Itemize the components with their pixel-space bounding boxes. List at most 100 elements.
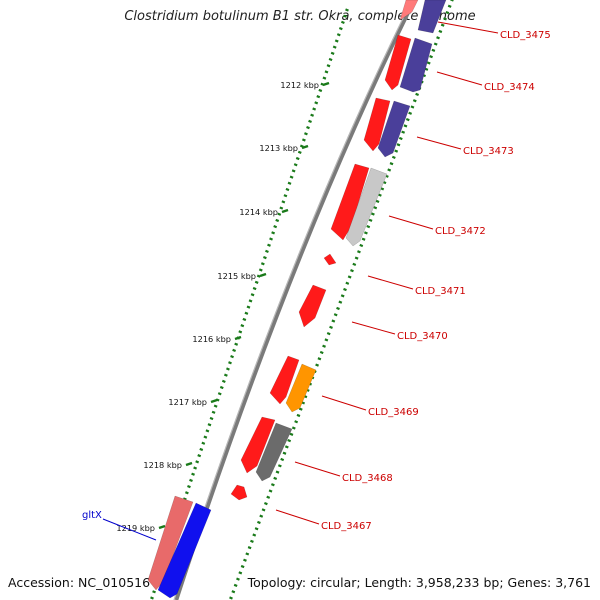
inner-dotted-track: [242, 317, 247, 322]
inner-dotted-track: [197, 454, 202, 458]
outer-dotted-track: [408, 111, 413, 115]
inner-dotted-track: [316, 95, 321, 99]
outer-dotted-track: [319, 350, 324, 355]
outer-dotted-track: [261, 508, 266, 512]
outer-dotted-track: [282, 451, 287, 455]
inner-dotted-track: [322, 76, 327, 80]
inner-dotted-track: [334, 39, 339, 43]
inner-dotted-track: [293, 163, 298, 167]
outer-dotted-track: [389, 162, 394, 166]
inner-dotted-track: [246, 305, 251, 309]
cds-forward: [298, 284, 327, 328]
inner-dotted-track: [219, 385, 224, 390]
outer-dotted-track: [429, 55, 433, 59]
outer-dotted-track: [243, 558, 247, 562]
outer-dotted-track: [354, 256, 359, 260]
locus-label: CLD_3473: [463, 146, 514, 157]
leader-line: [294, 461, 341, 477]
leader-line: [321, 395, 367, 411]
outer-dotted-track: [270, 483, 275, 487]
outer-dotted-track: [391, 155, 396, 159]
inner-dotted-track: [189, 478, 193, 483]
inner-dotted-track: [184, 491, 189, 495]
leader-line: [275, 509, 320, 525]
cds-forward: [384, 34, 412, 91]
genome-backbone: [173, 0, 417, 600]
inner-dotted-track: [277, 212, 282, 216]
inner-dotted-track: [193, 466, 198, 470]
outer-dotted-track: [352, 262, 357, 267]
outer-dotted-track: [380, 187, 385, 191]
major-tick: [234, 335, 242, 341]
scale-label: 1218 kbp: [143, 460, 182, 470]
outer-dotted-track: [324, 338, 329, 342]
outer-dotted-track: [280, 457, 285, 462]
outer-dotted-track: [445, 10, 450, 15]
inner-dotted-track: [275, 218, 280, 223]
leader-line: [436, 71, 483, 86]
outer-dotted-track: [240, 564, 245, 569]
leader-line: [437, 21, 499, 34]
outer-dotted-track: [273, 476, 278, 481]
outer-dotted-track: [259, 514, 264, 518]
inner-dotted-track: [254, 280, 259, 284]
inner-dotted-track: [324, 70, 329, 74]
outer-dotted-track: [336, 306, 340, 311]
genome-backbone-highlight: [173, 0, 413, 600]
outer-dotted-track: [350, 269, 354, 273]
outer-dotted-track: [333, 313, 338, 317]
outer-dotted-track: [447, 4, 452, 8]
outer-dotted-track: [366, 224, 371, 229]
inner-dotted-track: [201, 441, 206, 445]
inner-dotted-track: [314, 101, 319, 105]
inner-dotted-track: [250, 293, 255, 297]
inner-dotted-track: [338, 26, 343, 31]
inner-dotted-track: [205, 429, 210, 433]
outer-dotted-track: [296, 413, 301, 418]
inner-dotted-track: [283, 194, 288, 198]
inner-dotted-track: [271, 231, 276, 235]
inner-dotted-track: [297, 150, 302, 154]
outer-dotted-track: [401, 130, 406, 134]
inner-dotted-track: [310, 113, 315, 117]
outer-dotted-track: [347, 275, 352, 279]
inner-dotted-track: [345, 8, 349, 12]
locus-label: CLD_3472: [435, 226, 486, 237]
inner-dotted-track: [279, 206, 284, 210]
inner-dotted-track: [230, 354, 234, 359]
inner-dotted-track: [209, 416, 214, 421]
leader-line: [416, 136, 462, 150]
outer-dotted-track: [275, 470, 280, 474]
outer-dotted-track: [412, 99, 417, 103]
inner-dotted-track: [340, 20, 345, 25]
outer-dotted-track: [329, 325, 333, 329]
inner-dotted-track: [223, 373, 228, 377]
inner-dotted-track: [328, 57, 333, 62]
topology-label: Topology: circular; Length: 3,958,233 bp…: [247, 575, 591, 590]
inner-dotted-track: [336, 33, 341, 37]
leader-line: [388, 215, 434, 230]
map-title: Clostridium botulinum B1 str. Okra, comp…: [124, 9, 476, 24]
inner-dotted-track: [207, 423, 212, 427]
inner-dotted-track: [330, 51, 335, 55]
outer-dotted-track: [298, 407, 303, 411]
inner-dotted-track: [318, 88, 323, 93]
inner-dotted-track: [244, 311, 249, 315]
cds-forward-pseudo: [147, 495, 194, 591]
inner-dotted-track: [256, 274, 261, 278]
outer-dotted-track: [433, 42, 438, 46]
inner-dotted-track: [195, 460, 200, 464]
inner-dotted-track: [232, 348, 237, 353]
outer-dotted-track: [340, 294, 345, 298]
outer-dotted-track: [245, 552, 250, 556]
outer-dotted-track: [231, 590, 236, 594]
outer-dotted-track: [294, 420, 299, 424]
major-tick: [301, 144, 309, 150]
cds-forward: [399, 0, 419, 21]
locus-label: CLD_3474: [484, 82, 535, 93]
inner-dotted-track: [152, 590, 156, 594]
outer-dotted-track: [268, 489, 273, 493]
cds-forward: [330, 163, 370, 241]
outer-dotted-track: [403, 124, 408, 128]
inner-dotted-track: [217, 392, 222, 396]
